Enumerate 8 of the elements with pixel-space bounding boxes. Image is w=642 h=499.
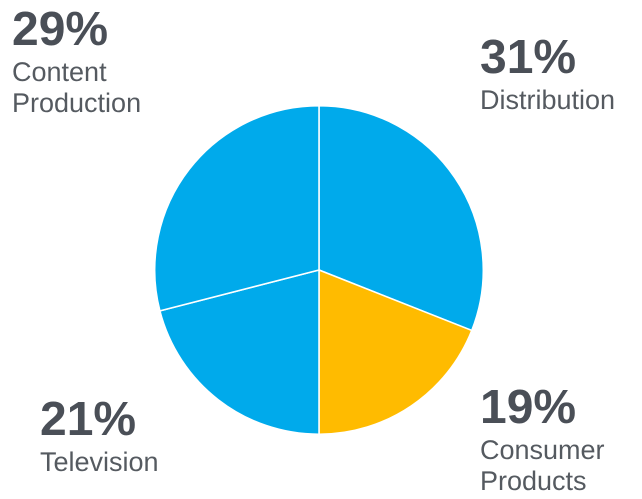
slice-label: Content Production bbox=[12, 56, 142, 118]
data-label: 31% bbox=[480, 31, 576, 84]
slice-label: Television bbox=[40, 446, 159, 477]
slice-label: Consumer Products bbox=[480, 434, 605, 496]
data-label: 19% bbox=[480, 381, 576, 434]
slice-label: Distribution bbox=[480, 84, 616, 115]
data-label: 21% bbox=[40, 393, 136, 446]
data-label: 29% bbox=[12, 3, 108, 56]
